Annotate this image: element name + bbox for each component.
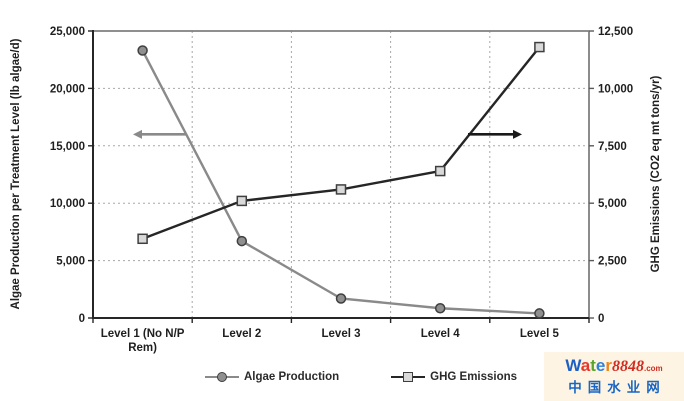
legend-item-algae-production: Algae Production — [204, 371, 340, 383]
x-axis-category-label: Level 5 — [520, 328, 560, 340]
data-point-square — [335, 184, 347, 195]
data-point-square — [534, 41, 545, 53]
water8848-watermark-link[interactable]: Water8848.com 中国水业网 — [544, 352, 684, 401]
left-axis-title: Algae Production per Treatment Level (lb… — [10, 38, 22, 310]
data-point-circle — [335, 293, 347, 304]
brand-word: Water — [565, 356, 612, 375]
algae-line-circle-marker-icon — [204, 372, 239, 383]
right-axis-arrow-icon — [513, 129, 522, 139]
legend-label: Algae Production — [243, 371, 340, 383]
right-axis-tick-label: 12,500 — [598, 26, 633, 38]
data-point-square — [434, 165, 446, 177]
data-point-circle — [137, 45, 148, 56]
series-line-left — [141, 49, 540, 315]
brand-wordmark: Water8848.com — [544, 356, 684, 378]
left-axis-tick-label: 20,000 — [50, 83, 85, 95]
right-axis-tick-label: 0 — [598, 313, 604, 325]
left-axis-tick-label: 15,000 — [50, 141, 85, 153]
x-axis-category-label: Level 1 (No N/P — [101, 328, 185, 340]
right-axis-tick-label: 7,500 — [598, 141, 627, 153]
right-axis-tick-label: 5,000 — [598, 198, 627, 210]
data-point-circle — [534, 308, 545, 319]
right-axis-tick-label: 10,000 — [598, 83, 633, 95]
right-axis-title: GHG Emissions (CO2 eq mt tons/yr) — [650, 75, 662, 273]
left-axis-tick-label: 10,000 — [50, 198, 85, 210]
data-point-square — [236, 195, 248, 207]
ghg-line-square-marker-icon — [391, 372, 426, 383]
legend-item-ghg-emissions: GHG Emissions — [391, 371, 517, 383]
series-line-right — [142, 46, 541, 240]
x-axis-category-label: Level 4 — [421, 328, 461, 340]
left-axis-tick-label: 25,000 — [50, 26, 85, 38]
x-axis-category-label: Rem) — [128, 342, 157, 354]
data-point-circle — [236, 235, 248, 247]
brand-number: 8848 — [611, 358, 644, 375]
brand-tld: .com — [643, 364, 663, 373]
brand-subtitle: 中国水业网 — [568, 380, 666, 395]
data-point-square — [137, 233, 148, 245]
legend-label: GHG Emissions — [430, 371, 518, 383]
left-axis-arrow-icon — [133, 129, 142, 139]
chart-legend: Algae Production GHG Emissions — [0, 371, 684, 383]
left-axis-tick-label: 5,000 — [56, 256, 85, 268]
data-point-circle — [434, 302, 446, 314]
right-axis-tick-label: 2,500 — [598, 256, 627, 268]
left-axis-tick-label: 0 — [79, 313, 85, 325]
x-axis-category-label: Level 2 — [222, 328, 261, 340]
x-axis-category-label: Level 3 — [322, 328, 361, 340]
